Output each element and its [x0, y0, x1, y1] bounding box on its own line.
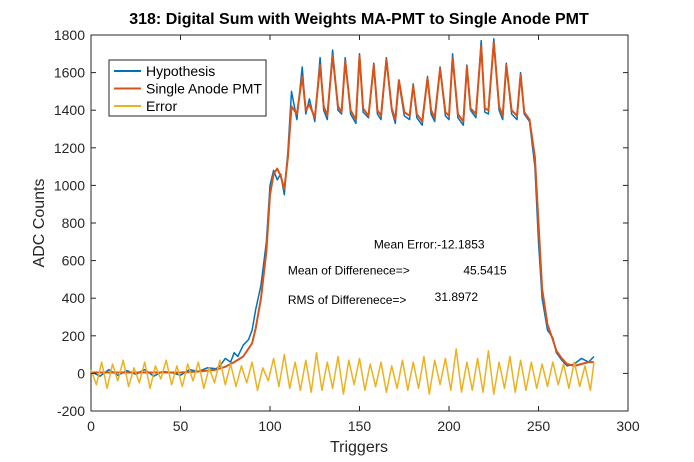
y-axis-label: ADC Counts	[31, 179, 48, 268]
y-tick-label: 1000	[54, 177, 85, 193]
y-tick-label: 1400	[54, 102, 85, 118]
x-tick-label: 250	[527, 418, 551, 434]
x-axis-label: Triggers	[330, 439, 388, 456]
x-tick-label: 100	[258, 418, 282, 434]
y-tick-label: 200	[62, 328, 86, 344]
y-axis: -200 0 200 400 600 800 1000 1200 1400 1600 1800	[54, 27, 628, 419]
series-line-error	[90, 348, 595, 395]
y-tick-label: 0	[77, 365, 85, 381]
series-layer	[90, 38, 595, 395]
x-tick-label: 150	[348, 418, 372, 434]
x-tick-label: 300	[616, 418, 640, 434]
x-tick-label: 200	[437, 418, 461, 434]
annotation-text: 31.8972	[435, 290, 479, 304]
annotations: Mean Error:-12.1853 Mean of Differenece=>…	[288, 237, 507, 306]
series-line-single-anode-pmt	[91, 41, 594, 374]
annotation-text: 45.5415	[463, 264, 507, 278]
x-tick-label: 50	[173, 418, 189, 434]
annotation-text: RMS of Differenece=>	[288, 293, 407, 307]
y-tick-label: 1200	[54, 140, 85, 156]
y-tick-label: 1800	[54, 27, 85, 43]
annotation-text: Mean Error:-12.1853	[374, 237, 485, 251]
annotation-text: Mean of Differenece=>	[288, 264, 410, 278]
y-tick-label: 1600	[54, 65, 85, 81]
y-tick-label: -200	[57, 403, 85, 419]
legend-label: Error	[146, 98, 177, 114]
legend-label: Hypothesis	[146, 63, 215, 79]
x-axis: 0 50 100 150 200 250 300	[87, 35, 640, 434]
y-tick-label: 600	[62, 253, 86, 269]
x-tick-label: 0	[87, 418, 95, 434]
chart-title: 318: Digital Sum with Weights MA-PMT to …	[129, 11, 589, 28]
y-tick-label: 400	[62, 290, 86, 306]
legend-label: Single Anode PMT	[146, 81, 262, 97]
y-tick-label: 800	[62, 215, 86, 231]
